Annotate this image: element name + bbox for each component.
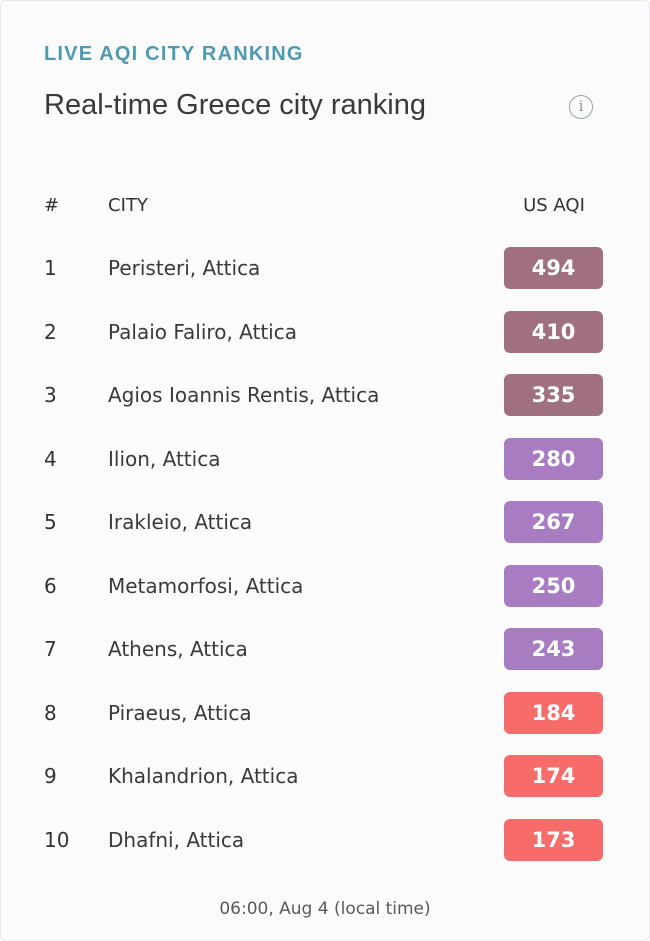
aqi-badge: 410 bbox=[504, 311, 603, 353]
row-rank: 4 bbox=[44, 447, 57, 471]
row-city-link[interactable]: Piraeus, Attica bbox=[108, 701, 252, 725]
page-title: Real-time Greece city ranking bbox=[44, 89, 426, 121]
aqi-badge: 243 bbox=[504, 628, 603, 670]
column-header-aqi: US AQI bbox=[523, 195, 585, 216]
table-row[interactable]: 5 Irakleio, Attica 267 bbox=[1, 501, 649, 565]
table-row[interactable]: 9 Khalandrion, Attica 174 bbox=[1, 755, 649, 819]
aqi-badge: 335 bbox=[504, 374, 603, 416]
row-rank: 1 bbox=[44, 256, 57, 280]
row-rank: 6 bbox=[44, 574, 57, 598]
row-city-link[interactable]: Metamorfosi, Attica bbox=[108, 574, 304, 598]
aqi-badge: 174 bbox=[504, 755, 603, 797]
aqi-badge: 267 bbox=[504, 501, 603, 543]
row-rank: 9 bbox=[44, 764, 57, 788]
table-row[interactable]: 4 Ilion, Attica 280 bbox=[1, 438, 649, 502]
row-rank: 3 bbox=[44, 383, 57, 407]
table-row[interactable]: 2 Palaio Faliro, Attica 410 bbox=[1, 311, 649, 375]
row-rank: 10 bbox=[44, 828, 70, 852]
table-row[interactable]: 7 Athens, Attica 243 bbox=[1, 628, 649, 692]
column-header-city: CITY bbox=[108, 195, 148, 216]
row-city-link[interactable]: Athens, Attica bbox=[108, 637, 248, 661]
row-city-link[interactable]: Irakleio, Attica bbox=[108, 510, 253, 534]
row-city-link[interactable]: Dhafni, Attica bbox=[108, 828, 245, 852]
update-timestamp: 06:00, Aug 4 (local time) bbox=[219, 899, 431, 919]
table-row[interactable]: 1 Peristeri, Attica 494 bbox=[1, 247, 649, 311]
row-rank: 8 bbox=[44, 701, 57, 725]
row-rank: 2 bbox=[44, 320, 57, 344]
aqi-badge: 250 bbox=[504, 565, 603, 607]
aqi-badge: 494 bbox=[504, 247, 603, 289]
table-row[interactable]: 6 Metamorfosi, Attica 250 bbox=[1, 565, 649, 629]
row-rank: 7 bbox=[44, 637, 57, 661]
aqi-badge: 173 bbox=[504, 819, 603, 861]
row-city-link[interactable]: Peristeri, Attica bbox=[108, 256, 261, 280]
row-city-link[interactable]: Agios Ioannis Rentis, Attica bbox=[108, 383, 380, 407]
column-header-rank: # bbox=[44, 195, 60, 216]
row-city-link[interactable]: Ilion, Attica bbox=[108, 447, 221, 471]
section-eyebrow: LIVE AQI CITY RANKING bbox=[44, 43, 304, 65]
table-row[interactable]: 3 Agios Ioannis Rentis, Attica 335 bbox=[1, 374, 649, 438]
aqi-badge: 280 bbox=[504, 438, 603, 480]
table-row[interactable]: 10 Dhafni, Attica 173 bbox=[1, 819, 649, 883]
row-rank: 5 bbox=[44, 510, 57, 534]
aqi-badge: 184 bbox=[504, 692, 603, 734]
row-city-link[interactable]: Palaio Faliro, Attica bbox=[108, 320, 297, 344]
info-icon[interactable]: i bbox=[569, 95, 593, 119]
table-row[interactable]: 8 Piraeus, Attica 184 bbox=[1, 692, 649, 756]
row-city-link[interactable]: Khalandrion, Attica bbox=[108, 764, 299, 788]
